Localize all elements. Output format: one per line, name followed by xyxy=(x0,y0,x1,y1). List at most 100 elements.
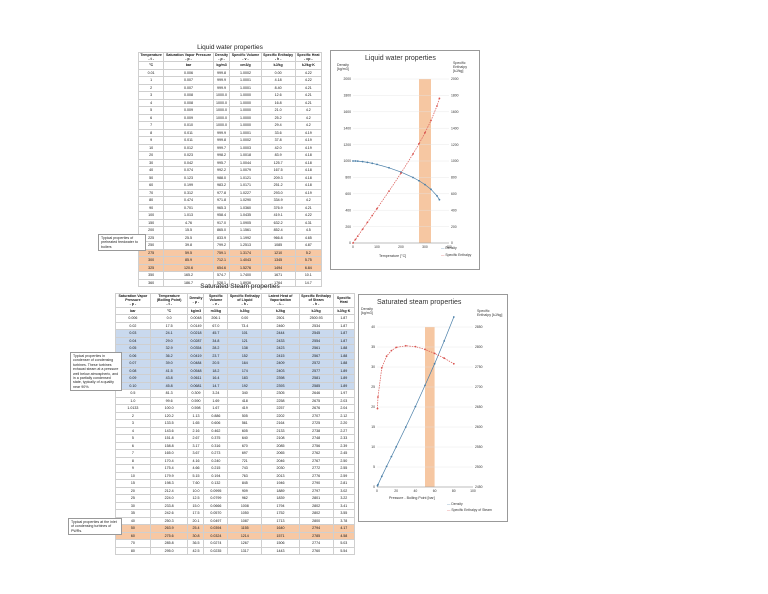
water-row: 6 0.009 1000.0 1.0000 25.2 4.2 xyxy=(137,113,323,123)
water-cell: 4.2 xyxy=(294,121,323,130)
steam-enthalpy-point xyxy=(404,344,407,347)
water-cell: 1085 xyxy=(260,241,296,250)
steam-cell: 640 xyxy=(227,434,263,443)
water-row: 20 0.023 998.2 1.0018 83.9 4.18 xyxy=(137,151,323,160)
water-cell: 528.1 xyxy=(212,278,231,288)
water-row: 300 85.9 712.1 1.4043 1345 5.75 xyxy=(137,256,323,265)
water-cell: 971.8 xyxy=(212,196,231,205)
water-density-point xyxy=(418,179,420,182)
water-cell: 1.0003 xyxy=(229,143,262,153)
water-cell: 29.4 xyxy=(260,121,296,130)
water-cell: 0.042 xyxy=(163,158,214,168)
steam-cell: 0.0548 xyxy=(187,366,205,376)
steam-cell: 2545 xyxy=(298,329,334,338)
water-col-header: Specific Heat - cp - xyxy=(294,51,323,63)
steam-row: 80 295.0 42.5 0.0235 1317 1443 2760 5.54 xyxy=(115,546,356,556)
steam-row: 60 275.6 30.8 0.0324 1214 1571 2785 4.58 xyxy=(115,531,356,541)
steam-x-tick: 60 xyxy=(433,489,437,493)
steam-cell: 419 xyxy=(227,404,263,413)
steam-cell: 721 xyxy=(227,456,263,466)
water-left-tick: 400 xyxy=(345,208,351,212)
water-right-tick: 1000 xyxy=(451,159,459,163)
water-cell: 1.0002 xyxy=(229,68,262,78)
steam-left-tick: 0 xyxy=(373,485,375,489)
water-cell: 8 xyxy=(137,128,165,138)
steam-row: 0.04 29.0 0.0287 34.8 121 2433 2554 1.87 xyxy=(115,336,356,346)
water-col-header-symbol: - h - xyxy=(274,57,282,62)
steam-cell: 1.89 xyxy=(332,374,356,383)
steam-cell: 2.59 xyxy=(332,471,356,481)
steam-cell: 3.24 xyxy=(203,389,229,398)
water-cell: 4.18 xyxy=(294,158,323,168)
water-cell: 958.4 xyxy=(212,211,231,220)
water-cell: 995.7 xyxy=(212,158,231,168)
steam-cell: 3.41 xyxy=(332,501,356,511)
water-row: 250 39.8 799.2 1.2513 1085 4.87 xyxy=(137,241,323,250)
steam-cell: 5.15 xyxy=(187,471,205,481)
steam-cell: 962 xyxy=(227,494,263,503)
steam-cell: 1839 xyxy=(261,494,300,503)
steam-unit-cell: °C xyxy=(149,306,189,316)
water-cell: 2 xyxy=(137,83,165,93)
water-left-tick: 0 xyxy=(349,241,351,245)
water-cell: 0.023 xyxy=(163,151,214,160)
steam-cell: 2444 xyxy=(261,329,300,338)
water-cell: 1.3174 xyxy=(229,248,262,258)
steam-x-tick: 0 xyxy=(376,489,378,493)
water-right-tick: 1600 xyxy=(451,110,459,114)
steam-cell: 2433 xyxy=(261,336,300,346)
steam-right-tick: 2450 xyxy=(475,485,483,489)
water-cell: 0.00 xyxy=(260,68,296,78)
steam-cell: 743 xyxy=(227,464,263,473)
water-cell: 1.0000 xyxy=(229,91,262,100)
steam-cell: 1713 xyxy=(261,516,300,526)
steam-cell: 30.8 xyxy=(187,531,205,541)
water-row: 350 165.2 574.7 1.7400 1671 10.1 xyxy=(137,271,323,280)
steam-cell: 263.9 xyxy=(149,524,189,533)
water-cell: 251.2 xyxy=(260,181,296,190)
steam-cell: 845 xyxy=(227,479,263,488)
steam-row: 4 143.6 2.16 0.462 605 2133 2738 2.27 xyxy=(115,426,356,436)
steam-cell: 0.886 xyxy=(203,411,229,421)
steam-right-tick: 2600 xyxy=(475,425,483,429)
steam-row: 0.06 36.2 0.0419 23.7 152 2415 2567 1.88 xyxy=(115,351,356,361)
water-row: 325 120.6 654.6 1.5276 1494 6.84 xyxy=(137,263,323,273)
steam-cell: 0.0799 xyxy=(203,494,229,503)
steam-cell: 2.67 xyxy=(187,434,205,443)
water-cell: 60 xyxy=(137,181,165,190)
steam-density-point xyxy=(377,483,379,486)
water-row: 225 25.5 833.9 1.1992 966.8 4.65 xyxy=(137,233,323,243)
steam-cell: 2500.93 xyxy=(298,314,334,323)
water-cell: 16.8 xyxy=(260,98,296,108)
water-cell: 10.1 xyxy=(294,271,323,280)
water-cell: 0.074 xyxy=(163,166,214,175)
water-right-tick: 400 xyxy=(451,208,457,212)
steam-enthalpy-point xyxy=(443,357,446,360)
water-cell: 6 xyxy=(137,113,165,123)
water-unit-cell: bar xyxy=(163,61,214,70)
steam-cell: 45.7 xyxy=(203,329,229,338)
steam-left-tick: 20 xyxy=(371,405,375,409)
steam-cell: 2797 xyxy=(298,486,334,496)
steam-cell: 0.0149 xyxy=(187,321,205,331)
water-cell: 654.6 xyxy=(212,263,231,273)
water-unit-cell: kJ/kg·K xyxy=(294,61,323,70)
steam-cell: 1214 xyxy=(227,531,263,541)
steam-cell: 1267 xyxy=(227,539,263,548)
water-right-tick: 200 xyxy=(451,225,457,229)
steam-legend-density-label: Density xyxy=(451,502,463,506)
steam-x-tick: 20 xyxy=(394,489,398,493)
steam-legend-enthalpy: — Specific Enthalpy of Steam xyxy=(447,508,492,512)
water-cell: 83.9 xyxy=(260,151,296,160)
water-cell: 1.0044 xyxy=(229,158,262,168)
water-row: 8 0.011 999.9 1.0001 33.6 4.19 xyxy=(137,128,323,138)
water-left-tick: 1600 xyxy=(343,110,351,114)
water-enthalpy-point xyxy=(376,207,378,210)
water-cell: 4.19 xyxy=(294,188,323,198)
steam-cell: 418 xyxy=(227,396,263,406)
water-enthalpy-point xyxy=(424,131,426,134)
water-col-header-symbol: - ρ - xyxy=(218,57,225,62)
water-cell: 10 xyxy=(137,143,165,153)
water-col-header: Specific Enthalpy - h - xyxy=(260,51,296,63)
water-legend-enthalpy-label: Specific Enthalpy xyxy=(445,253,472,257)
